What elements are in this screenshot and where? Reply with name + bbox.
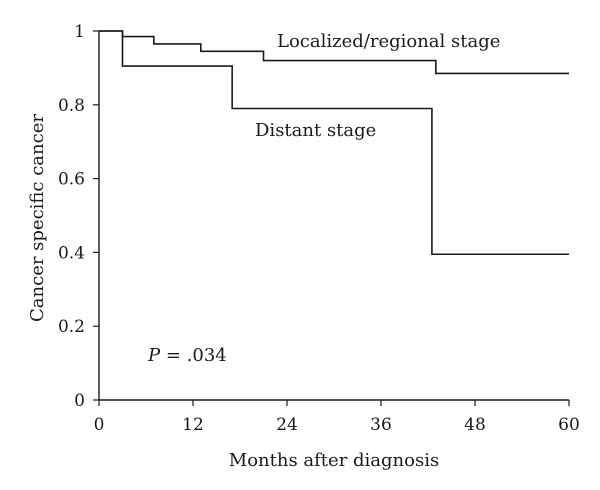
- plot-area: [99, 30, 569, 256]
- x-tick-label: 12: [182, 415, 204, 435]
- y-tick-label: 0.4: [58, 243, 85, 263]
- x-tick-label: 24: [276, 415, 298, 435]
- axes: 0 12 24 36 48 60 0 0.2 0.4 0.6 0.8 1: [58, 22, 580, 435]
- p-value-text: = .034: [160, 345, 227, 366]
- y-axis-title: Cancer specific cancer: [27, 114, 48, 322]
- series-line-distant: [99, 30, 569, 256]
- x-tick-label: 36: [370, 415, 392, 435]
- x-tick-label: 60: [558, 415, 580, 435]
- series-label-distant: Distant stage: [255, 120, 376, 141]
- y-tick-label: 0.6: [58, 170, 85, 190]
- series-label-localized: Localized/regional stage: [277, 31, 500, 52]
- x-tick-label: 0: [94, 415, 105, 435]
- y-tick-label: 0.8: [58, 96, 85, 116]
- y-tick-label: 0: [74, 391, 85, 411]
- p-value-symbol: P: [147, 345, 161, 366]
- y-tick-label: 0.2: [58, 317, 85, 337]
- x-tick-label: 48: [464, 415, 486, 435]
- x-axis-title: Months after diagnosis: [229, 450, 439, 471]
- p-value-annotation: P = .034: [147, 345, 227, 366]
- y-tick-label: 1: [74, 22, 85, 42]
